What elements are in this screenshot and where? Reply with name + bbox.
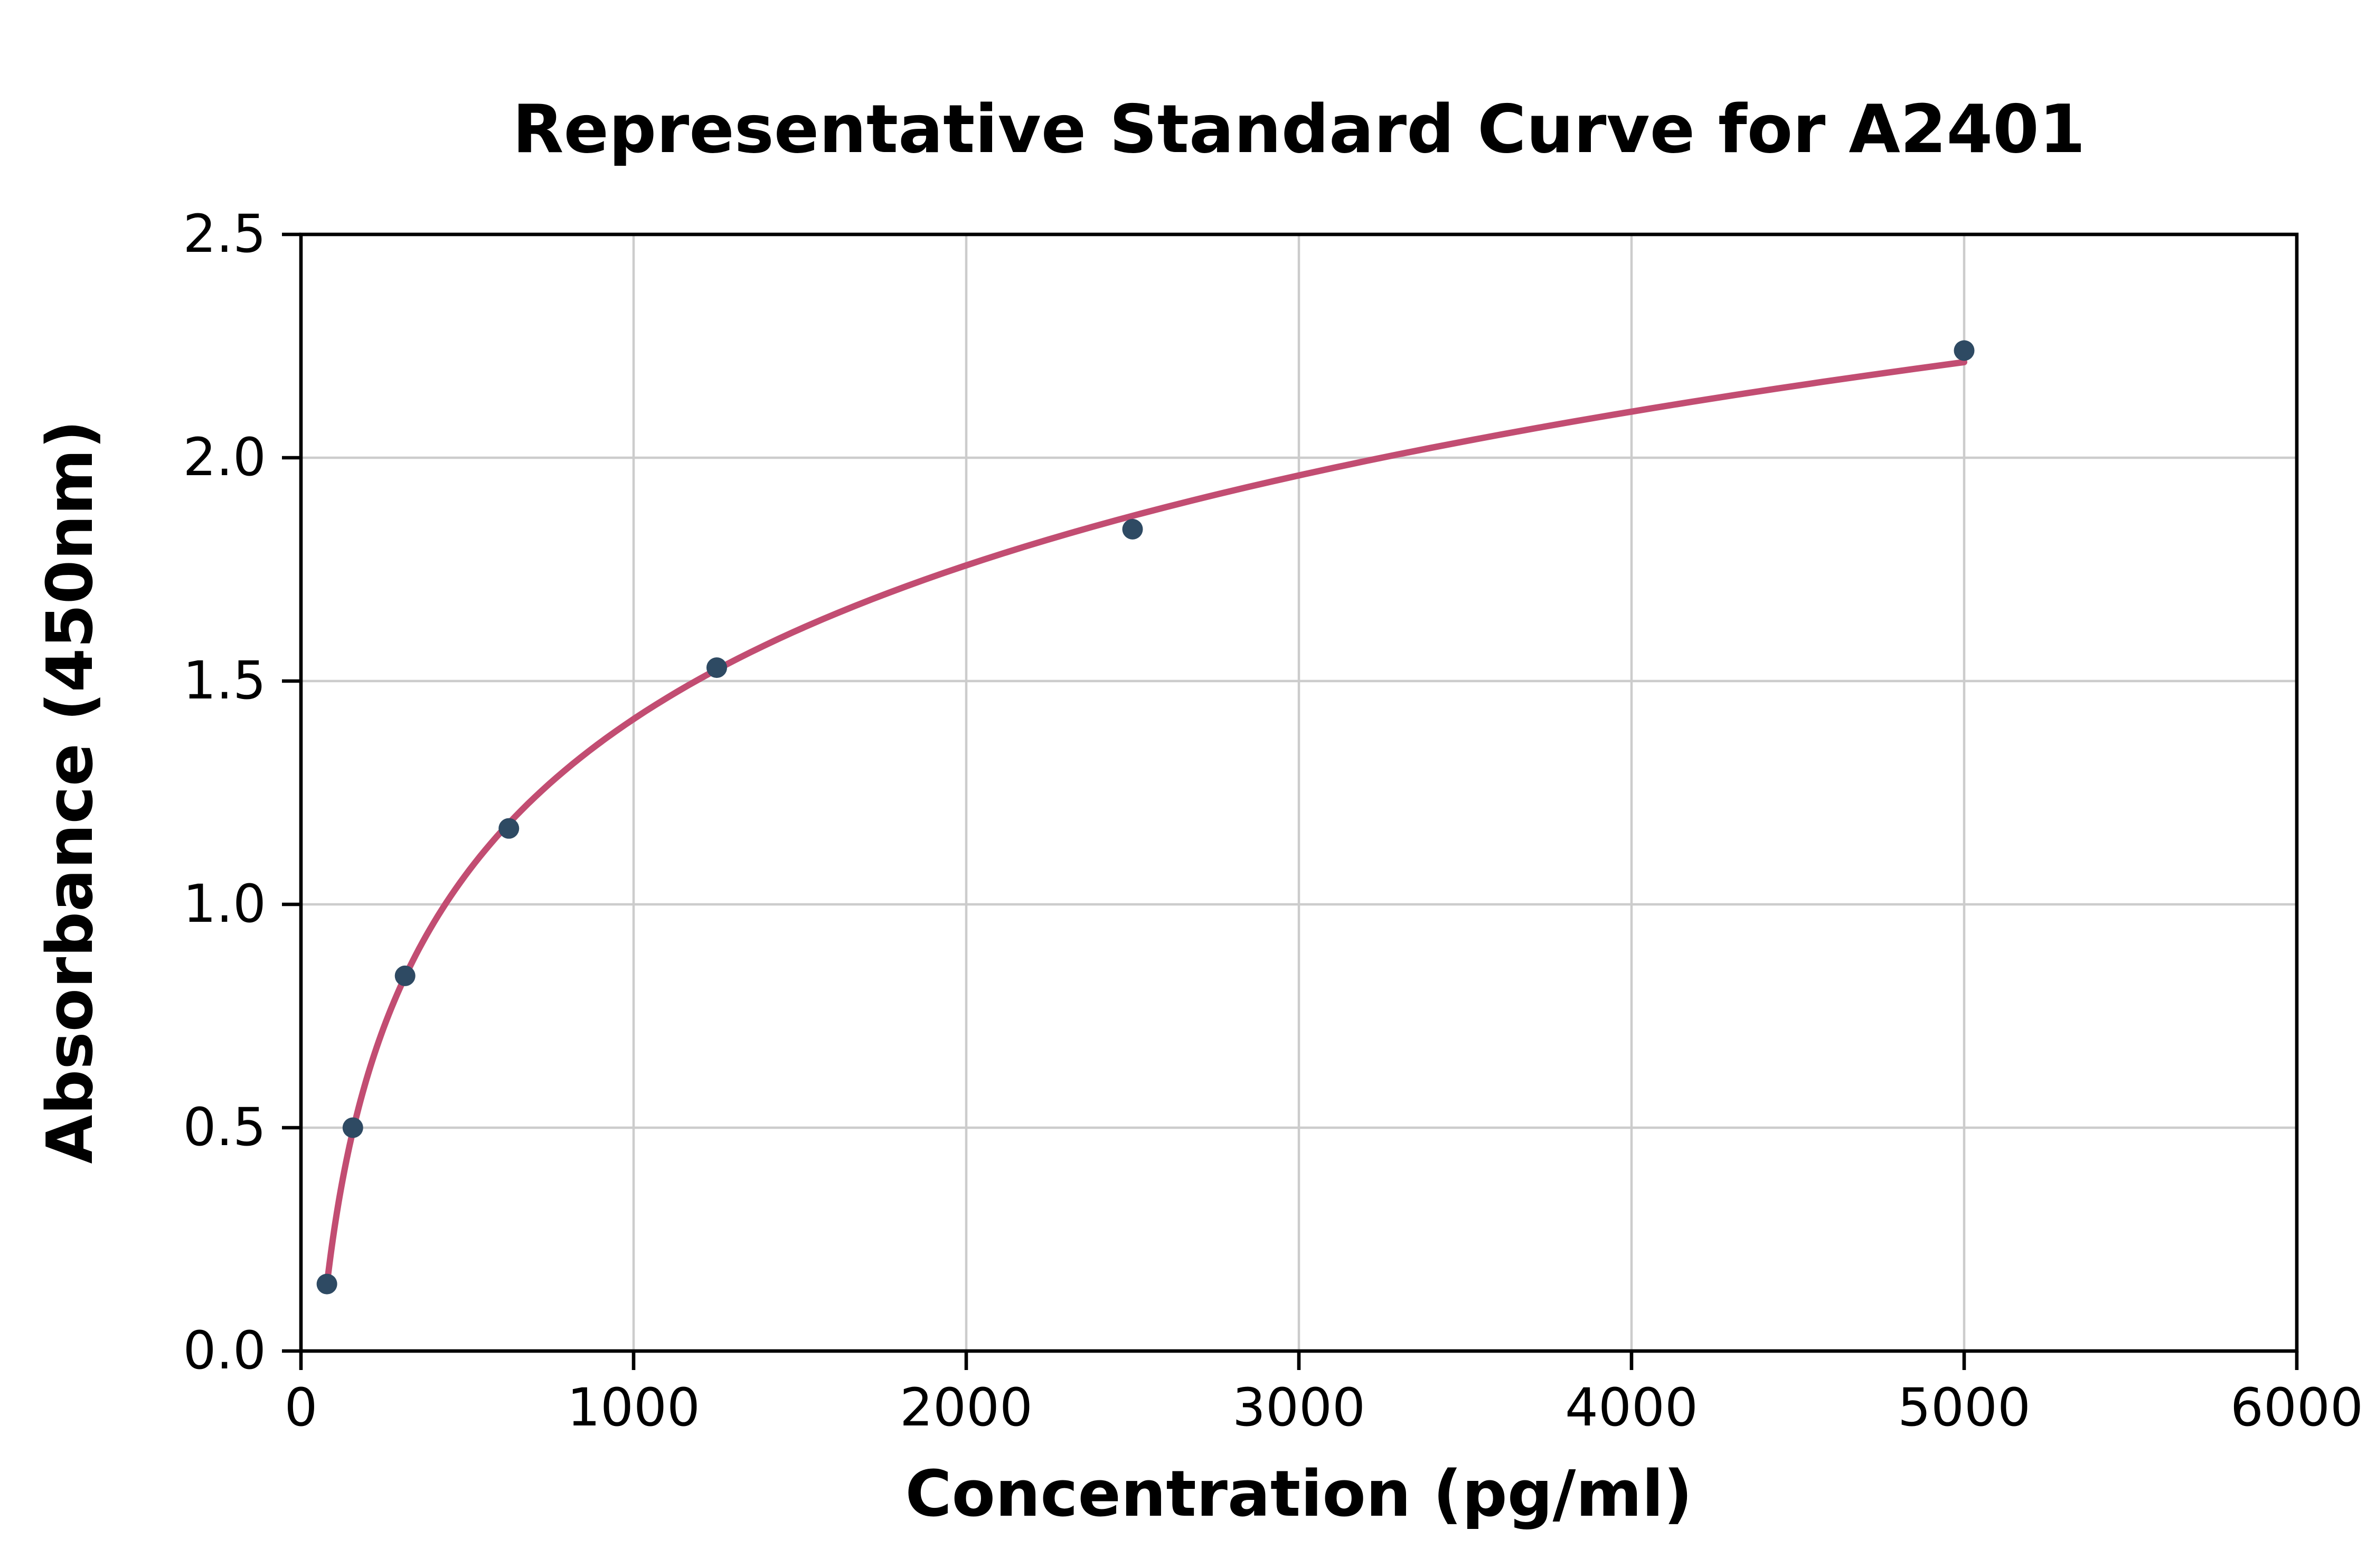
fitted-curve	[324, 358, 1967, 1288]
tick-labels: 0 1000 2000 3000 4000 5000 6000 0.0 0.5 1.0 1.5 2.0…	[183, 204, 2363, 1438]
data-point	[316, 1273, 337, 1295]
y-tick-label: 0.0	[183, 1320, 266, 1381]
y-tick-label: 1.5	[183, 650, 266, 711]
data-point	[1122, 518, 1143, 540]
data-point	[498, 818, 520, 839]
data-point	[1954, 340, 1975, 361]
axis-ticks	[282, 232, 2299, 1370]
chart-title: Representative Standard Curve for A2401	[512, 90, 2085, 168]
data-point	[706, 657, 727, 678]
x-tick-label: 5000	[1898, 1377, 2031, 1438]
gridlines	[299, 233, 2298, 1353]
x-tick-label: 0	[285, 1377, 318, 1438]
y-axis-label: Absorbance (450nm)	[34, 420, 107, 1164]
x-tick-label: 1000	[567, 1377, 700, 1438]
x-tick-label: 4000	[1565, 1377, 1698, 1438]
y-tick-label: 2.5	[183, 204, 266, 265]
y-tick-label: 0.5	[183, 1097, 266, 1158]
data-point	[394, 965, 416, 986]
x-tick-label: 6000	[2230, 1377, 2363, 1438]
data-point	[342, 1117, 363, 1138]
y-tick-label: 1.0	[183, 874, 266, 934]
x-tick-label: 2000	[900, 1377, 1033, 1438]
y-tick-label: 2.0	[183, 427, 266, 488]
x-tick-label: 3000	[1232, 1377, 1365, 1438]
data-points	[316, 340, 1975, 1295]
x-axis-label: Concentration (pg/ml)	[905, 1458, 1692, 1531]
standard-curve-line	[324, 358, 1967, 1288]
